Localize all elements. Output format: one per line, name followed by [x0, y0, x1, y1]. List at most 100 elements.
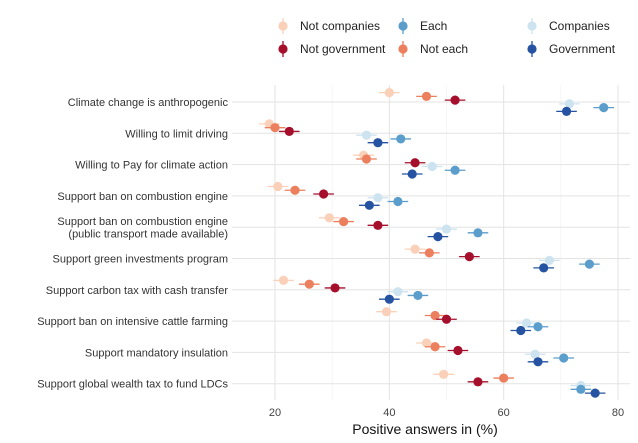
- data-point: [559, 99, 580, 109]
- data-point: [556, 106, 577, 116]
- point-marker: [430, 310, 440, 321]
- point-marker: [561, 106, 572, 116]
- point-marker: [516, 325, 526, 336]
- data-point: [527, 322, 549, 332]
- point-marker: [473, 377, 483, 387]
- legend-item: Not companies: [278, 18, 380, 34]
- data-point: [379, 88, 400, 98]
- point-marker: [464, 252, 474, 262]
- data-point: [539, 255, 560, 265]
- data-point: [444, 95, 466, 105]
- data-point: [267, 181, 289, 192]
- data-point: [444, 165, 466, 175]
- point-marker: [521, 318, 532, 328]
- data-point: [379, 294, 400, 304]
- data-point: [390, 134, 412, 144]
- y-axis-label: (public transport made available): [68, 228, 228, 240]
- point-marker: [413, 290, 423, 301]
- legend-key-marker: [398, 21, 408, 31]
- point-marker: [441, 224, 452, 234]
- point-marker: [576, 384, 586, 394]
- point-marker: [278, 275, 289, 286]
- point-marker: [273, 181, 283, 192]
- point-marker: [421, 91, 432, 101]
- point-marker: [424, 248, 434, 258]
- legend-item: Companies: [527, 18, 610, 34]
- data-point: [424, 342, 446, 352]
- point-marker: [304, 279, 314, 289]
- data-point: [333, 216, 354, 227]
- y-axis-label: Climate change is anthropogenic: [68, 97, 229, 109]
- y-axis-label: Support ban on combustion engine: [57, 216, 228, 228]
- point-marker: [499, 373, 509, 383]
- x-axis-title: Positive answers in (%): [352, 421, 498, 437]
- data-point: [356, 154, 377, 164]
- data-point: [533, 263, 554, 273]
- data-point: [324, 283, 346, 293]
- legend: Not companies Not government Each Not each C…: [278, 18, 616, 57]
- point-marker: [373, 220, 383, 230]
- point-marker: [433, 231, 443, 242]
- point-marker: [439, 369, 449, 379]
- point-marker: [384, 294, 394, 304]
- point-marker: [564, 99, 575, 109]
- legend-label: Not each: [420, 42, 468, 56]
- point-marker: [396, 134, 406, 144]
- data-point: [493, 373, 514, 383]
- data-point: [510, 325, 532, 336]
- point-marker: [410, 244, 420, 254]
- data-point: [367, 138, 389, 148]
- data-point: [570, 384, 592, 394]
- legend-item: Not government: [278, 41, 386, 57]
- data-point: [284, 185, 306, 195]
- x-tick-label: 80: [612, 407, 624, 419]
- point-marker: [284, 126, 294, 137]
- data-point: [421, 161, 443, 172]
- point-marker: [318, 189, 329, 199]
- y-axis-label: Support carbon tax with cash transfer: [46, 285, 229, 297]
- point-marker: [473, 228, 483, 238]
- point-marker: [430, 342, 440, 352]
- data-point: [447, 345, 469, 356]
- point-marker: [421, 338, 432, 348]
- point-marker: [530, 349, 540, 359]
- data-point: [436, 224, 457, 234]
- data-point: [593, 103, 614, 113]
- data-point: [527, 357, 549, 367]
- point-marker: [533, 322, 543, 332]
- data-point: [387, 196, 409, 207]
- data-point: [416, 91, 437, 101]
- x-tick-label: 60: [498, 407, 510, 419]
- data-point: [436, 314, 457, 324]
- point-marker: [407, 169, 417, 179]
- point-marker: [453, 345, 463, 356]
- data-point: [313, 189, 334, 199]
- point-marker: [539, 263, 549, 273]
- data-point: [404, 158, 426, 168]
- y-axis-label: Support green investments program: [53, 254, 228, 266]
- data-point: [419, 248, 440, 258]
- point-marker: [590, 388, 600, 398]
- data-point: [279, 126, 300, 137]
- x-tick-label: 40: [383, 407, 395, 419]
- data-point: [516, 318, 537, 328]
- y-axis-label: Willing to limit driving: [125, 128, 228, 140]
- data-point: [579, 259, 600, 269]
- data-point: [367, 220, 389, 230]
- data-point: [401, 169, 423, 179]
- legend-label: Companies: [549, 19, 610, 33]
- data-point: [459, 252, 480, 262]
- x-axis-ticks: 20 40 60 80: [269, 407, 624, 419]
- legend-item: Each: [398, 18, 447, 34]
- data-points: [258, 88, 614, 398]
- legend-key-marker: [398, 44, 408, 54]
- data-point: [467, 377, 489, 387]
- data-point: [427, 231, 449, 242]
- data-point: [264, 123, 286, 133]
- y-axis-label: Support ban on intensive cattle farming: [37, 316, 228, 328]
- point-marker: [361, 154, 372, 164]
- data-point: [359, 200, 380, 210]
- point-marker: [384, 88, 394, 98]
- data-point: [524, 349, 546, 359]
- y-axis-label: Willing to Pay for climate action: [75, 160, 228, 172]
